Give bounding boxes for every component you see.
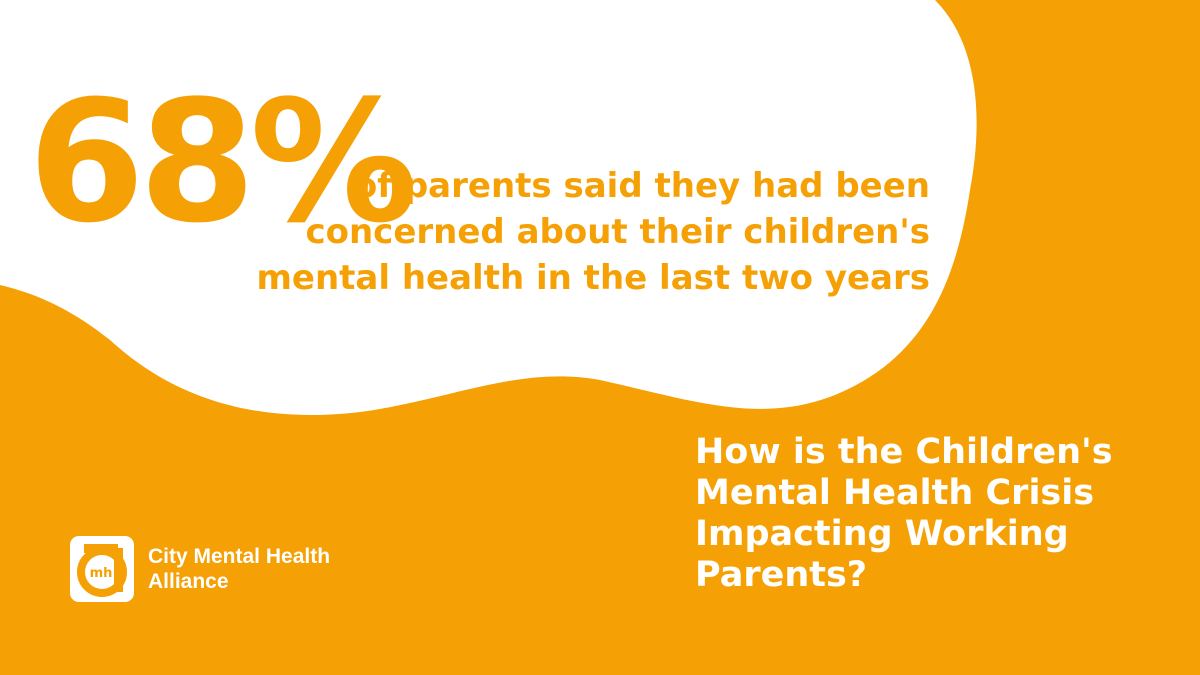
stat-description-line: of parents said they had been <box>353 166 930 206</box>
stat-description-line: concerned about their children's <box>305 212 930 252</box>
headline-line: Mental Health Crisis <box>695 473 1095 513</box>
stat-description-line: mental health in the last two years <box>256 258 930 298</box>
headline-line: How is the Children's <box>695 432 1113 472</box>
logo-name-line: City Mental Health <box>148 545 331 568</box>
stat-value: 68% <box>28 64 418 260</box>
headline-line: Impacting Working <box>695 514 1069 554</box>
logo-name-line: Alliance <box>148 570 229 593</box>
headline: How is the Children's Mental Health Cris… <box>695 432 1175 596</box>
stat-description: of parents said they had been concerned … <box>230 163 930 301</box>
logo-mark-text: mh <box>90 566 113 581</box>
logo-name: City Mental Health Alliance <box>148 544 330 594</box>
logo-mark-icon: mh <box>70 536 134 602</box>
headline-line: Parents? <box>695 555 868 595</box>
city-mental-health-alliance-logo: mh City Mental Health Alliance <box>70 536 330 602</box>
